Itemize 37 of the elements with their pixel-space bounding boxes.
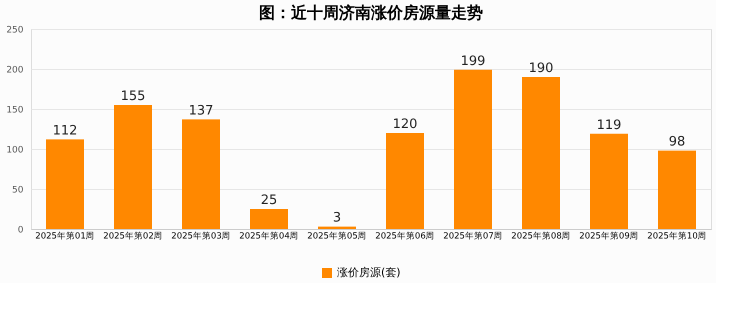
data-label: 25 bbox=[260, 193, 278, 208]
y-tick-label: 200 bbox=[6, 66, 24, 76]
y-tick-label: 100 bbox=[6, 146, 24, 156]
bar bbox=[590, 134, 628, 229]
y-tick-label: 0 bbox=[18, 226, 24, 236]
y-tick-label: 150 bbox=[6, 106, 24, 116]
data-label: 120 bbox=[392, 117, 418, 132]
bar bbox=[250, 209, 288, 229]
data-label: 199 bbox=[460, 54, 486, 69]
x-tick-label: 2025年第08周 bbox=[511, 230, 571, 242]
data-label: 190 bbox=[528, 61, 554, 76]
chart-title: 图：近十周济南涨价房源量走势 bbox=[259, 3, 483, 22]
data-label: 137 bbox=[188, 103, 214, 118]
y-tick-label: 250 bbox=[6, 26, 24, 36]
data-label: 3 bbox=[332, 210, 342, 226]
data-label: 112 bbox=[52, 123, 78, 138]
y-tick-label: 50 bbox=[12, 186, 24, 196]
legend-label: 涨价房源(套) bbox=[337, 266, 401, 279]
bar bbox=[386, 133, 424, 229]
bar bbox=[522, 77, 560, 229]
x-tick-label: 2025年第02周 bbox=[103, 230, 163, 242]
x-tick-label: 2025年第10周 bbox=[647, 230, 707, 242]
x-tick-label: 2025年第07周 bbox=[443, 230, 503, 242]
data-label: 155 bbox=[120, 89, 146, 104]
x-tick-label: 2025年第03周 bbox=[171, 230, 231, 242]
bar bbox=[46, 139, 84, 229]
x-tick-label: 2025年第09周 bbox=[579, 230, 639, 242]
bar bbox=[658, 150, 696, 229]
data-label: 119 bbox=[596, 118, 622, 133]
x-tick-label: 2025年第01周 bbox=[35, 230, 95, 242]
bar bbox=[454, 70, 492, 229]
x-tick-label: 2025年第05周 bbox=[307, 230, 367, 242]
x-tick-label: 2025年第04周 bbox=[239, 230, 299, 242]
bar bbox=[114, 105, 152, 229]
x-tick-label: 2025年第06周 bbox=[375, 230, 435, 242]
bar bbox=[182, 119, 220, 229]
data-label: 98 bbox=[668, 134, 686, 150]
